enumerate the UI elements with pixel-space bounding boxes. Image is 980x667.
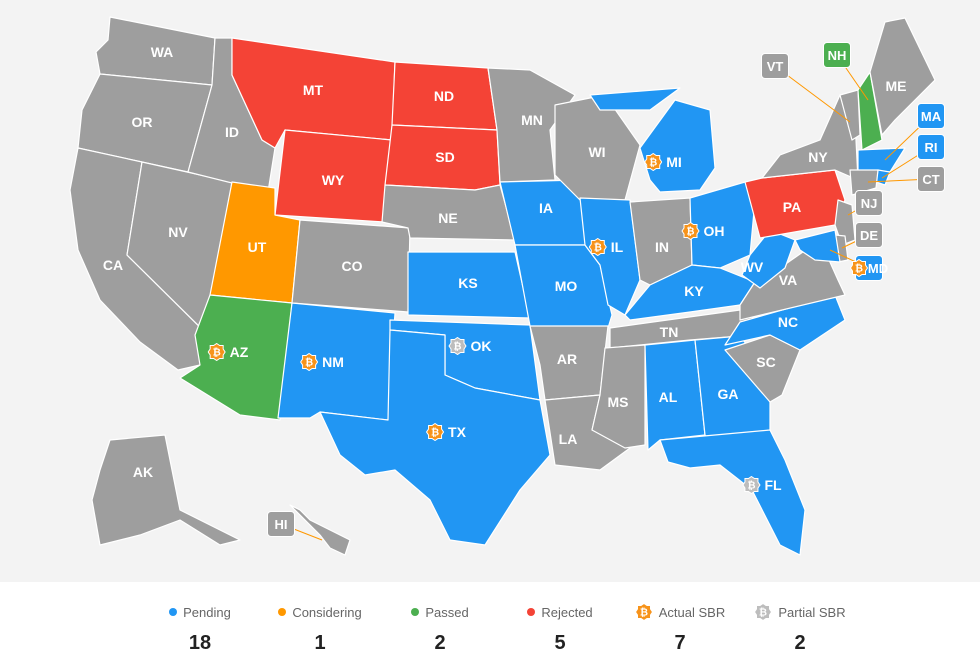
state-nj[interactable] <box>834 199 856 246</box>
map-area: WA OR CA NV ID MT WY UT ₿ AZ CO ₿ NM ND SD NE KS ₿ OK ₿ TX MN… <box>0 0 980 582</box>
legend-count: 2 <box>434 632 446 654</box>
state-nd[interactable] <box>391 61 498 131</box>
state-box-ma[interactable]: MA <box>917 103 945 129</box>
state-ak[interactable] <box>91 434 241 546</box>
legend-item-partial-sbr[interactable]: ₿ Partial SBR 2 <box>730 603 870 655</box>
state-hi[interactable] <box>289 504 351 556</box>
legend-item-actual-sbr[interactable]: ₿ Actual SBR 7 <box>610 603 750 655</box>
legend-count: 7 <box>674 632 686 654</box>
legend-item-pending[interactable]: Pending 18 <box>130 604 270 655</box>
legend-label: Rejected <box>541 604 593 620</box>
state-box-nh[interactable]: NH <box>823 42 851 68</box>
state-wi[interactable] <box>554 94 641 201</box>
state-pa[interactable] <box>744 169 846 239</box>
state-wy[interactable] <box>274 129 393 223</box>
legend-dot <box>169 608 178 616</box>
state-mn[interactable] <box>487 67 576 183</box>
partial-sbr-icon: ₿ <box>754 603 773 621</box>
state-code: RI <box>924 139 938 155</box>
state-al[interactable] <box>644 339 706 451</box>
legend: Pending 18 Considering 1 Passed 2 Rejected 5 ₿ Ac… <box>0 582 980 667</box>
state-sc[interactable] <box>724 334 801 403</box>
state-code: HI <box>274 516 288 532</box>
state-code: DE <box>859 227 879 243</box>
svg-text:₿: ₿ <box>640 607 648 619</box>
state-me[interactable] <box>869 17 936 136</box>
legend-item-considering[interactable]: Considering 1 <box>250 604 390 655</box>
state-box-ct[interactable]: CT <box>917 166 945 192</box>
state-ar[interactable] <box>529 325 609 401</box>
legend-count: 1 <box>314 632 326 654</box>
state-code: MA <box>920 108 942 124</box>
state-box-ri[interactable]: RI <box>917 134 945 160</box>
state-code: MD <box>867 260 889 276</box>
state-ne[interactable] <box>381 184 516 241</box>
legend-dot <box>411 608 420 616</box>
state-nm[interactable] <box>277 302 396 421</box>
actual-sbr-icon: ₿ <box>634 603 653 621</box>
state-box-hi[interactable]: HI <box>267 511 295 537</box>
svg-text:₿: ₿ <box>759 607 767 619</box>
legend-dot <box>278 608 287 616</box>
state-fl[interactable] <box>659 429 806 556</box>
state-mi[interactable] <box>589 87 716 193</box>
state-code: NJ <box>860 195 878 211</box>
legend-label: Passed <box>425 604 469 620</box>
state-code: VT <box>766 58 784 74</box>
state-co[interactable] <box>291 219 411 313</box>
state-vt[interactable] <box>839 89 861 141</box>
us-map <box>69 16 936 556</box>
state-code: NH <box>827 47 847 63</box>
legend-label: Partial SBR <box>778 604 846 620</box>
legend-count: 5 <box>554 632 566 654</box>
legend-item-passed[interactable]: Passed 2 <box>370 604 510 655</box>
state-box-md[interactable]: ₿ MD <box>849 255 888 281</box>
state-ks[interactable] <box>407 251 531 319</box>
state-oh[interactable] <box>689 181 756 269</box>
state-md[interactable] <box>794 229 841 263</box>
state-box-vt[interactable]: VT <box>761 53 789 79</box>
state-code: CT <box>922 171 940 187</box>
legend-dot <box>527 608 536 616</box>
state-sd[interactable] <box>384 124 501 191</box>
svg-text:₿: ₿ <box>855 263 863 275</box>
legend-count: 18 <box>188 632 212 654</box>
legend-label: Actual SBR <box>658 604 726 620</box>
legend-item-rejected[interactable]: Rejected 5 <box>490 604 630 655</box>
state-ct[interactable] <box>849 169 879 196</box>
state-box-nj[interactable]: NJ <box>855 190 883 216</box>
state-box-de[interactable]: DE <box>855 222 883 248</box>
state-nh[interactable] <box>857 71 883 151</box>
legend-label: Considering <box>292 604 362 620</box>
actual-sbr-icon: ₿ <box>849 259 868 277</box>
legend-count: 2 <box>794 632 806 654</box>
legend-label: Pending <box>183 604 231 620</box>
